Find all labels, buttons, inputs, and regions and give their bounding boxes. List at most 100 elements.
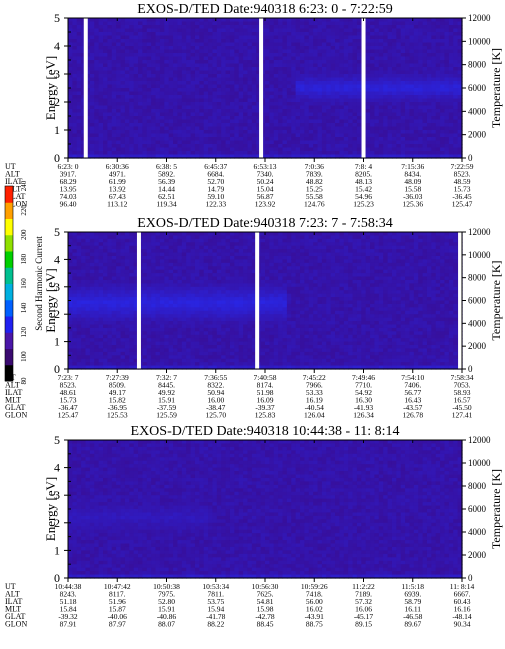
spectrogram-cell — [370, 21, 376, 26]
spectrogram-cell — [212, 84, 218, 89]
spectrogram-cell — [76, 286, 82, 291]
spectrogram-cell — [356, 35, 362, 40]
spectrogram-cell — [265, 98, 270, 103]
spectrogram-cell — [413, 56, 419, 61]
spectrogram-cell — [273, 39, 279, 44]
spectrogram-cell — [194, 49, 200, 54]
spectrogram-cell — [124, 338, 130, 343]
spectrogram-cell — [111, 32, 117, 37]
spectrogram-cell — [107, 21, 113, 26]
spectrogram-cell — [181, 249, 187, 254]
spectrogram-cell — [440, 84, 446, 89]
spectrogram-cell — [448, 67, 454, 72]
spectrogram-cell — [391, 137, 397, 142]
spectrogram-cell — [238, 98, 244, 103]
spectrogram-cell — [85, 314, 91, 319]
spectrogram-cell — [387, 91, 393, 96]
spectrogram-cell — [173, 255, 179, 260]
spectrogram-cell — [304, 35, 310, 40]
spectrogram-cell — [103, 49, 108, 54]
spectrogram-cell — [348, 105, 354, 110]
spectrogram-cell — [159, 262, 165, 267]
spectrogram-cell — [199, 91, 205, 96]
spectrogram-cell — [173, 63, 179, 68]
spectrogram-cell — [391, 109, 397, 114]
spectrogram-cell — [94, 286, 100, 291]
spectrogram-cell — [199, 130, 205, 135]
spectrogram-cell — [251, 102, 257, 107]
spectrogram-cell — [177, 341, 183, 346]
spectrogram-cell — [431, 119, 437, 124]
spectrogram-cell — [124, 98, 130, 103]
spectrogram-cell — [317, 151, 323, 156]
spectrogram-cell — [129, 147, 135, 152]
spectrogram-cell — [317, 18, 323, 23]
spectrogram-cell — [278, 130, 284, 135]
spectrogram-cell — [212, 133, 218, 138]
spectrogram-cell — [374, 21, 380, 26]
spectrogram-cell — [435, 130, 441, 135]
spectrogram-cell — [120, 276, 126, 281]
spectrogram-cell — [186, 266, 192, 271]
spectrogram-cell — [168, 249, 174, 254]
spectrogram-cell — [116, 262, 122, 267]
spectrogram-cell — [190, 39, 196, 44]
spectrogram-cell — [190, 269, 196, 274]
spectrogram-cell — [374, 63, 380, 68]
spectrogram-cell — [418, 109, 424, 114]
spectrogram-cell — [343, 77, 349, 82]
spectrogram-cell — [330, 18, 336, 23]
spectrogram-cell — [181, 133, 187, 138]
spectrogram-cell — [81, 283, 87, 288]
spectrogram-cell — [370, 60, 376, 65]
spectrogram-cell — [103, 123, 108, 128]
spectrogram-cell — [278, 98, 284, 103]
spectrogram-cell — [308, 35, 314, 40]
spectrogram-cell — [76, 98, 82, 103]
spectrogram-cell — [133, 358, 139, 363]
spectrogram-cell — [89, 49, 95, 54]
spectrogram-cell — [234, 70, 240, 75]
spectrogram-cell — [291, 102, 297, 107]
spectrogram-cell — [103, 46, 108, 51]
spectrogram-cell — [98, 283, 104, 288]
spectrogram-cell — [107, 102, 113, 107]
spectrogram-cell — [164, 276, 170, 281]
spectrogram-cell — [203, 42, 209, 47]
spectrogram-cell — [396, 126, 402, 131]
spectrogram-cell — [352, 39, 358, 44]
spectrogram-cell — [173, 310, 179, 315]
spectrogram-cell — [339, 140, 345, 145]
spectrogram-cell — [444, 95, 450, 100]
spectrogram-cell — [155, 238, 161, 243]
spectrogram-cell — [133, 314, 139, 319]
spectrogram-cell — [374, 126, 380, 131]
spectrogram-cell — [94, 67, 100, 72]
spectrogram-cell — [413, 18, 419, 23]
spectrogram-cell — [370, 91, 376, 96]
spectrogram-cell — [313, 151, 319, 156]
spectrogram-cell — [181, 21, 187, 26]
spectrogram-cell — [216, 144, 222, 149]
spectrogram-cell — [365, 140, 371, 145]
spectrogram-cell — [370, 137, 376, 142]
spectrogram-cell — [212, 21, 218, 26]
spectrogram-cell — [291, 81, 297, 86]
spectrogram-cell — [72, 338, 78, 343]
spectrogram-cell — [335, 60, 341, 65]
spectrogram-cell — [98, 276, 104, 281]
spectrogram-cell — [413, 112, 419, 117]
spectrogram-cell — [94, 300, 100, 305]
spectrogram-cell — [282, 105, 288, 110]
spectrogram-cell — [387, 140, 393, 145]
spectrogram-cell — [68, 81, 73, 86]
spectrogram-cell — [203, 102, 209, 107]
spectrogram-cell — [107, 53, 113, 58]
spectrogram-cell — [409, 116, 415, 121]
spectrogram-cell — [177, 338, 183, 343]
spectrogram-cell — [146, 77, 152, 82]
spectrogram-cell — [413, 67, 419, 72]
spectrogram-cell — [116, 137, 122, 142]
spectrogram-cell — [326, 46, 332, 51]
spectrogram-cell — [422, 151, 428, 156]
